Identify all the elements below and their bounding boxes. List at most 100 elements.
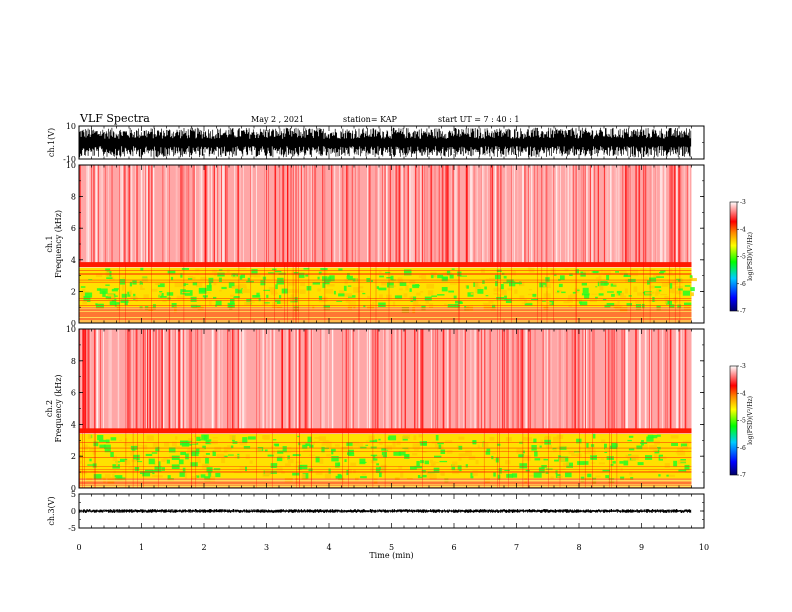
spectrogram-patch [533,471,542,478]
spectrogram-patch [489,277,495,281]
spectrogram-patch [212,437,218,439]
spectrogram-streak [180,165,182,267]
spectrogram-patch [258,298,261,302]
spectrogram-patch [223,446,228,453]
y-tick-label: 6 [71,389,76,398]
spectrogram-patch [300,441,306,445]
spectrogram-streak [289,329,291,433]
spectrogram-streak [101,165,103,267]
spectrogram-streak [503,329,505,433]
spectrogram-patch [181,292,190,294]
spectrogram-patch [534,451,538,457]
spectrogram-patch [557,290,560,293]
spectrogram-patch [378,270,382,273]
spectrogram-streak [287,329,289,433]
x-tick-label: 1 [139,543,144,552]
spectrogram-patch [146,435,154,441]
spectrogram-patch [673,297,678,303]
spectrogram-patch [458,436,465,440]
spectrogram-streak [94,329,96,433]
spectrogram-streak [222,165,224,267]
spectrogram-streak [399,165,401,267]
spectrogram-streak [98,165,100,267]
spectrogram-patch [277,450,284,454]
spectrogram-patch [628,448,635,451]
spectrogram-streak [421,165,423,267]
spectrogram-patch [431,275,434,279]
spectrogram-patch [287,458,294,464]
spectrogram-patch [108,295,115,300]
spectrogram-streak [367,165,368,267]
spectrogram-streak [232,329,235,433]
spectrogram-patch [139,281,143,285]
y-axis-label-line: Frequency (kHz) [54,374,63,442]
spectrogram-streak [244,329,246,433]
spectrogram-patch [182,467,186,473]
spectrogram-patch [647,280,650,285]
spectrogram-streak [529,329,531,433]
spectrogram-patch [360,476,367,479]
spectrogram-patch [208,471,212,477]
spectrogram-patch [175,436,178,440]
spectrogram-patch [509,281,516,287]
spectrogram-streak [161,329,163,433]
spectrogram-streak [86,329,88,433]
spectrogram-streak [174,329,176,433]
spectrogram-patch [404,447,410,452]
spectrogram-patch [114,302,120,307]
spectrogram-patch [412,285,420,287]
spectrogram-streak [676,165,678,267]
spectrogram-patch [547,283,551,288]
spectrogram-streak [683,329,685,433]
spectrogram-streak [576,165,578,267]
spectrogram-patch [527,267,532,270]
spectrogram-patch [606,274,610,280]
spectrogram-patch [115,460,118,467]
spectrogram-patch [395,477,398,480]
spectrogram-patch [642,444,648,450]
spectrogram-streak [638,165,640,267]
spectrogram-streak [526,329,528,433]
spectrogram-patch [362,292,366,295]
spectrogram-patch [365,444,369,446]
spectrogram-patch [656,279,664,281]
spectrogram-patch [426,472,432,479]
spectrogram-patch [668,474,675,477]
spectrogram-patch [571,454,579,457]
spectrogram-streak [199,165,201,267]
spectrogram-streak [135,329,137,433]
spectrogram-patch [606,303,615,306]
spectrogram-streak [295,329,297,433]
y-tick-label: 10 [66,161,76,170]
spectrogram-patch [370,467,374,472]
spectrogram-streak [498,329,500,433]
spectrogram-patch [452,461,458,467]
spectrogram-patch [276,456,283,462]
spectrogram-patch [200,276,208,281]
spectrogram-streak [264,329,266,433]
spectrogram-patch [145,453,153,456]
spectrogram-patch [451,268,455,270]
spectrogram-streak [128,165,130,267]
spectrogram-patch [690,287,695,292]
spectrogram-patch [376,463,379,466]
spectrogram-patch [228,454,234,456]
spectrogram-patch [545,471,549,474]
spectrogram-streak [163,329,165,433]
spectrogram-streak [435,329,436,433]
spectrogram-patch [619,461,626,464]
spectrogram-patch [318,271,322,275]
spectrogram-patch [550,476,554,479]
spectrogram-patch [276,305,283,308]
spectrogram-streak [176,329,179,433]
spectrogram-streak [511,165,514,267]
spectrogram-streak [268,165,269,267]
spectrogram-patch [113,457,118,461]
spectrogram-streak [534,329,536,433]
spectrogram-patch [466,450,470,453]
spectrogram-patch [393,451,402,456]
spectrogram-streak [355,165,357,267]
spectrogram-patch [299,289,306,294]
spectrogram-streak [414,329,417,433]
spectrogram-patch [151,288,158,292]
